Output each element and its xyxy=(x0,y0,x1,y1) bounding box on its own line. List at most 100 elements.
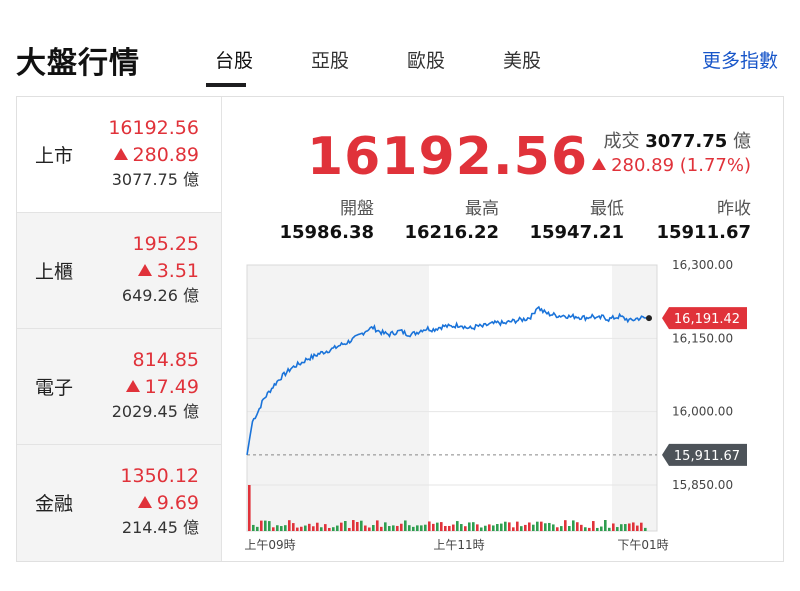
volume-bar xyxy=(540,521,543,531)
volume-bar xyxy=(520,526,523,531)
volume-bar xyxy=(624,524,627,531)
stat-value: 15947.21 xyxy=(529,222,624,243)
y-tick-label: 15,850.00 xyxy=(672,478,733,492)
volume-bar xyxy=(388,526,391,531)
volume-bar xyxy=(588,527,591,531)
x-tick-label: 上午09時 xyxy=(244,538,295,552)
index-values: 16192.56 280.89 3077.75 億 xyxy=(108,115,199,191)
volume-bar xyxy=(544,523,547,531)
main-index-price: 16192.56 xyxy=(307,127,589,187)
sidebar-item-finance[interactable]: 金融 1350.12 9.69 214.45 億 xyxy=(17,445,221,561)
volume-bar xyxy=(472,522,475,531)
volume-bar xyxy=(356,521,359,531)
volume-bar xyxy=(320,527,323,531)
volume-bar xyxy=(592,521,595,531)
volume-bar xyxy=(272,527,275,531)
index-values: 814.85 17.49 2029.45 億 xyxy=(112,347,199,423)
last-point-marker xyxy=(646,315,652,322)
volume-bar xyxy=(560,526,563,531)
main-index-change: 280.89 (1.77%) xyxy=(592,155,751,176)
intraday-chart: 16,300.00 16,150.00 16,000.00 15,850.00 上午09… xyxy=(244,258,747,552)
volume-bar xyxy=(464,526,467,531)
volume-bar xyxy=(280,526,283,531)
volume-bar xyxy=(508,522,511,531)
turnover-unit: 億 xyxy=(733,131,751,152)
volume-bar xyxy=(384,522,387,531)
sidebar-item-listed[interactable]: 上市 16192.56 280.89 3077.75 億 xyxy=(17,97,221,213)
sidebar-item-electronics[interactable]: 電子 814.85 17.49 2029.45 億 xyxy=(17,329,221,445)
volume-bar xyxy=(296,527,299,531)
volume-bar xyxy=(312,526,315,531)
index-price: 16192.56 xyxy=(108,117,199,139)
x-tick-label: 上午11時 xyxy=(433,538,484,552)
market-panel: 上市 16192.56 280.89 3077.75 億 上櫃 195.25 3… xyxy=(16,96,784,562)
volume-bar xyxy=(376,520,379,531)
volume-bar xyxy=(496,524,499,531)
up-triangle-icon xyxy=(592,158,607,170)
volume-bar xyxy=(304,525,307,531)
volume-bar xyxy=(344,521,347,531)
volume-bar xyxy=(604,520,607,531)
volume-bar xyxy=(616,527,619,531)
volume-bar xyxy=(352,520,355,531)
tab-taiwan[interactable]: 台股 xyxy=(186,46,282,87)
volume-bar xyxy=(564,520,567,531)
index-name: 金融 xyxy=(35,493,74,515)
volume-bar xyxy=(480,527,483,531)
index-values: 1350.12 9.69 214.45 億 xyxy=(120,463,199,539)
volume-bar xyxy=(420,525,423,531)
volume-bar xyxy=(644,527,647,531)
volume-bar xyxy=(392,525,395,531)
volume-bar xyxy=(640,522,643,531)
volume-bar xyxy=(276,525,279,531)
y-tick-label: 16,000.00 xyxy=(672,405,733,419)
volume-bar xyxy=(324,524,327,531)
more-indices-link[interactable]: 更多指數 xyxy=(701,50,778,72)
volume-bar xyxy=(484,525,487,531)
stat-label: 開盤 xyxy=(340,199,374,219)
main-change-value: 280.89 (1.77%) xyxy=(611,155,751,176)
turnover-value: 3077.75 xyxy=(645,131,728,152)
volume-bar xyxy=(308,523,311,531)
tab-europe[interactable]: 歐股 xyxy=(406,50,445,72)
volume-bar xyxy=(408,525,411,531)
stat-label: 昨收 xyxy=(717,199,751,219)
volume-bar xyxy=(488,524,491,531)
volume-bar xyxy=(628,523,631,531)
volume-bar xyxy=(412,526,415,531)
volume-bar xyxy=(552,524,555,531)
volume-bar xyxy=(452,524,455,531)
index-change: 17.49 xyxy=(112,374,199,401)
sidebar-item-otc[interactable]: 上櫃 195.25 3.51 649.26 億 xyxy=(17,213,221,329)
volume-bar xyxy=(256,526,259,531)
tab-asia[interactable]: 亞股 xyxy=(310,50,349,72)
volume-bar xyxy=(284,525,287,531)
volume-bar xyxy=(456,521,459,531)
tab-us[interactable]: 美股 xyxy=(502,50,541,72)
turnover: 成交 3077.75 億 xyxy=(604,127,751,153)
stat-value: 16216.22 xyxy=(404,222,499,243)
volume-bar xyxy=(568,526,571,531)
volume-bar xyxy=(348,527,351,531)
index-name: 電子 xyxy=(35,377,74,399)
volume-bar xyxy=(492,525,495,531)
stat-value: 15986.38 xyxy=(279,222,374,243)
stat-prev-close: 昨收 15911.67 xyxy=(626,197,751,245)
volume-bar xyxy=(596,527,599,531)
volume-bar xyxy=(476,524,479,531)
volume-bar xyxy=(468,522,471,531)
index-change: 3.51 xyxy=(122,258,199,285)
volume-bar xyxy=(404,520,407,531)
volume-bar xyxy=(432,523,435,531)
price-line xyxy=(246,305,648,456)
index-name: 上市 xyxy=(35,145,74,167)
index-price: 195.25 xyxy=(132,233,199,255)
volume-bar xyxy=(380,526,383,531)
index-volume: 3077.75 億 xyxy=(111,170,199,189)
session-band xyxy=(247,265,429,531)
volume-bar xyxy=(260,520,263,531)
volume-bar xyxy=(368,527,371,531)
volume-bar xyxy=(332,527,335,531)
up-triangle-icon xyxy=(137,264,152,276)
volume-bar xyxy=(424,524,427,531)
